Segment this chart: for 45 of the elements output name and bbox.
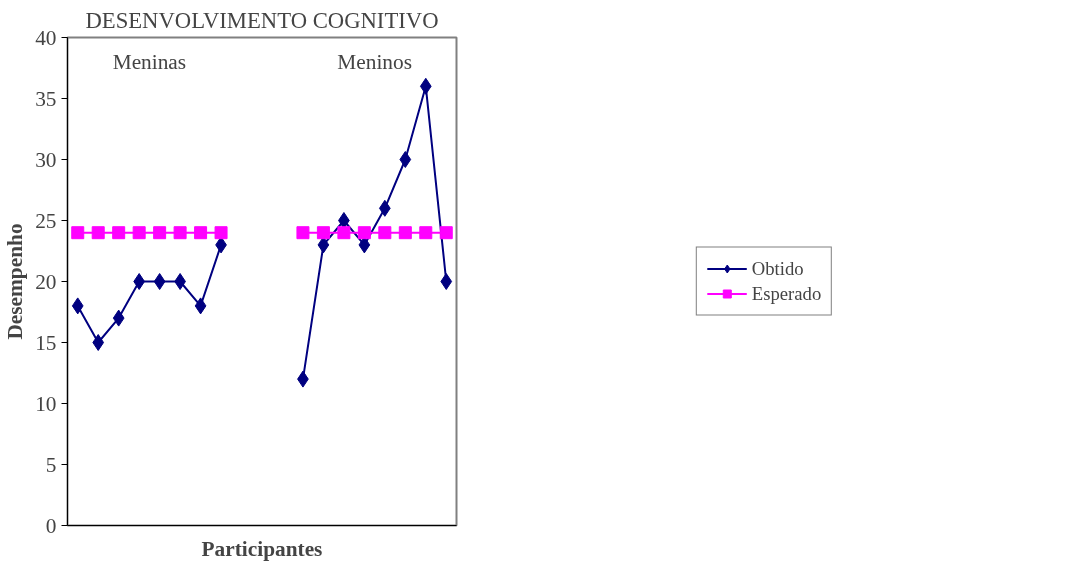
point	[214, 226, 228, 240]
point	[174, 273, 186, 290]
point	[194, 226, 208, 240]
point	[296, 226, 310, 240]
point	[439, 226, 453, 240]
point	[378, 226, 392, 240]
point	[419, 226, 433, 240]
y-tick-label: 40	[35, 25, 57, 50]
point	[92, 334, 105, 351]
y-tick-label: 15	[35, 330, 57, 355]
annotation: Meninos	[337, 49, 412, 74]
point	[357, 226, 371, 240]
point	[91, 226, 105, 240]
annotation: Meninas	[112, 49, 187, 74]
point	[194, 297, 207, 315]
y-tick-label: 25	[35, 208, 57, 233]
y-tick-label: 30	[35, 147, 57, 172]
point	[358, 236, 371, 254]
y-tick-label: 5	[45, 452, 57, 477]
legend-label: Obtido	[751, 257, 804, 280]
point	[132, 226, 146, 240]
point	[153, 273, 166, 290]
y-tick-label: 35	[35, 86, 57, 111]
point	[337, 226, 351, 240]
point	[419, 77, 432, 95]
point	[173, 226, 187, 240]
x-axis-title: Participantes	[201, 536, 323, 561]
point	[440, 273, 453, 290]
point	[316, 226, 330, 240]
chart-title: DESENVOLVIMENTO COGNITIVO	[85, 7, 439, 33]
point	[338, 212, 350, 229]
y-tick-label: 10	[35, 391, 57, 416]
point	[399, 151, 412, 168]
y-tick-label: 0	[45, 513, 57, 538]
legend-label: Esperado	[751, 282, 822, 305]
point	[71, 226, 85, 240]
point	[153, 226, 167, 240]
y-tick-label: 20	[35, 269, 57, 294]
point	[112, 309, 125, 327]
y-axis-title: Desempenho	[3, 223, 28, 340]
point	[112, 226, 126, 240]
point	[398, 226, 412, 240]
point	[317, 236, 330, 254]
point	[133, 273, 145, 290]
point	[71, 297, 84, 315]
